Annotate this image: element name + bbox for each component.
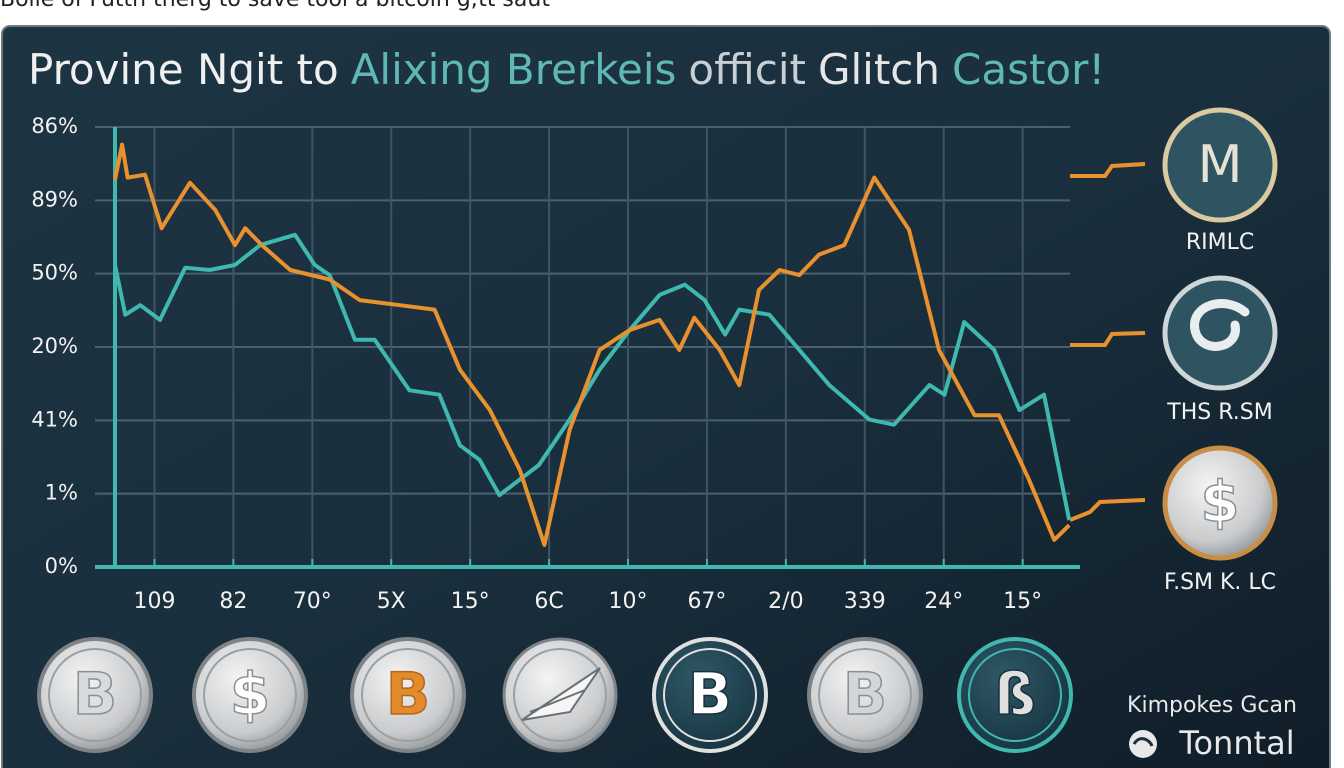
coin-body xyxy=(652,637,768,753)
badge-label: F.SM K. LC xyxy=(1164,570,1276,595)
brand-logo xyxy=(1129,730,1157,758)
badge-swirl xyxy=(1162,275,1278,391)
brand-tagline: Kimpokes Gcan xyxy=(1127,693,1297,718)
title-part: Glitch xyxy=(818,45,940,94)
x-tick-label: 5X xyxy=(377,589,406,614)
badge-label: THS R.SM xyxy=(1166,400,1272,425)
title-part: officit xyxy=(688,45,806,94)
y-tick-label: 0% xyxy=(45,554,78,578)
coin-rim xyxy=(663,648,757,742)
coin-glyph: B xyxy=(688,660,732,728)
coin-rim xyxy=(361,648,455,742)
coin-glyph: $ xyxy=(230,660,270,728)
chart-title: Provine Ngit to Alixing Brerkeis officit Gl… xyxy=(28,45,1105,94)
x-tick-label: 15° xyxy=(451,589,490,614)
coin: $ xyxy=(192,637,308,753)
coin-glyph: B xyxy=(843,660,887,728)
x-tick-label: 2/0 xyxy=(768,589,803,614)
x-tick-label: 10° xyxy=(609,589,648,614)
caption: Bolle of Futth therg to save tool a bitc… xyxy=(0,0,550,12)
chart-panel xyxy=(1,25,1331,768)
y-tick-label: 41% xyxy=(31,407,78,431)
title-part: Castor! xyxy=(952,45,1105,94)
x-tick-label: 339 xyxy=(844,589,886,614)
x-tick-label: 67° xyxy=(687,589,726,614)
coin: ß xyxy=(957,637,1073,753)
y-tick-label: 86% xyxy=(31,114,78,138)
x-tick-label: 82 xyxy=(219,589,247,614)
coin-glyph: ß xyxy=(994,660,1036,728)
coin: B xyxy=(37,637,153,753)
y-tick-label: 50% xyxy=(31,261,78,285)
title-part: Provine Ngit to xyxy=(28,45,339,94)
x-tick-label: 6C xyxy=(534,589,563,614)
badge-glyph: $ xyxy=(1201,470,1240,535)
coin: B xyxy=(350,637,466,753)
coin-glyph: B xyxy=(386,660,430,728)
line-series xyxy=(113,232,1072,521)
y-tick-label: 89% xyxy=(31,187,78,211)
line-series xyxy=(113,142,1071,547)
connector xyxy=(1069,498,1146,522)
coin: B xyxy=(652,637,768,753)
badge-ring xyxy=(1162,445,1278,561)
coin xyxy=(502,637,618,753)
badge-glyph: M xyxy=(1198,135,1243,195)
x-tick-label: 70° xyxy=(293,589,332,614)
y-tick-label: 20% xyxy=(31,334,78,358)
title-part: Alixing Brerkeis xyxy=(351,45,677,94)
coin-rim xyxy=(968,648,1062,742)
badge-label: RIMLC xyxy=(1186,230,1254,255)
badge-ring xyxy=(1162,107,1278,223)
coin-rim xyxy=(203,648,297,742)
coin: B xyxy=(807,637,923,753)
coin-rim xyxy=(48,648,142,742)
connector xyxy=(1070,331,1146,347)
coin-body xyxy=(192,637,308,753)
coin-body xyxy=(350,637,466,753)
connector xyxy=(1070,162,1146,178)
coin-body xyxy=(957,637,1073,753)
x-tick-label: 109 xyxy=(133,589,175,614)
y-tick-label: 1% xyxy=(45,481,78,505)
coin-rim xyxy=(818,648,912,742)
coin-glyph: B xyxy=(73,660,117,728)
coin-body xyxy=(37,637,153,753)
x-tick-label: 15° xyxy=(1003,589,1042,614)
badge: M xyxy=(1162,107,1278,223)
coin-body xyxy=(807,637,923,753)
brand-name: Tonntal xyxy=(1178,724,1294,762)
badge: $ xyxy=(1162,445,1278,561)
x-tick-label: 24° xyxy=(924,589,963,614)
